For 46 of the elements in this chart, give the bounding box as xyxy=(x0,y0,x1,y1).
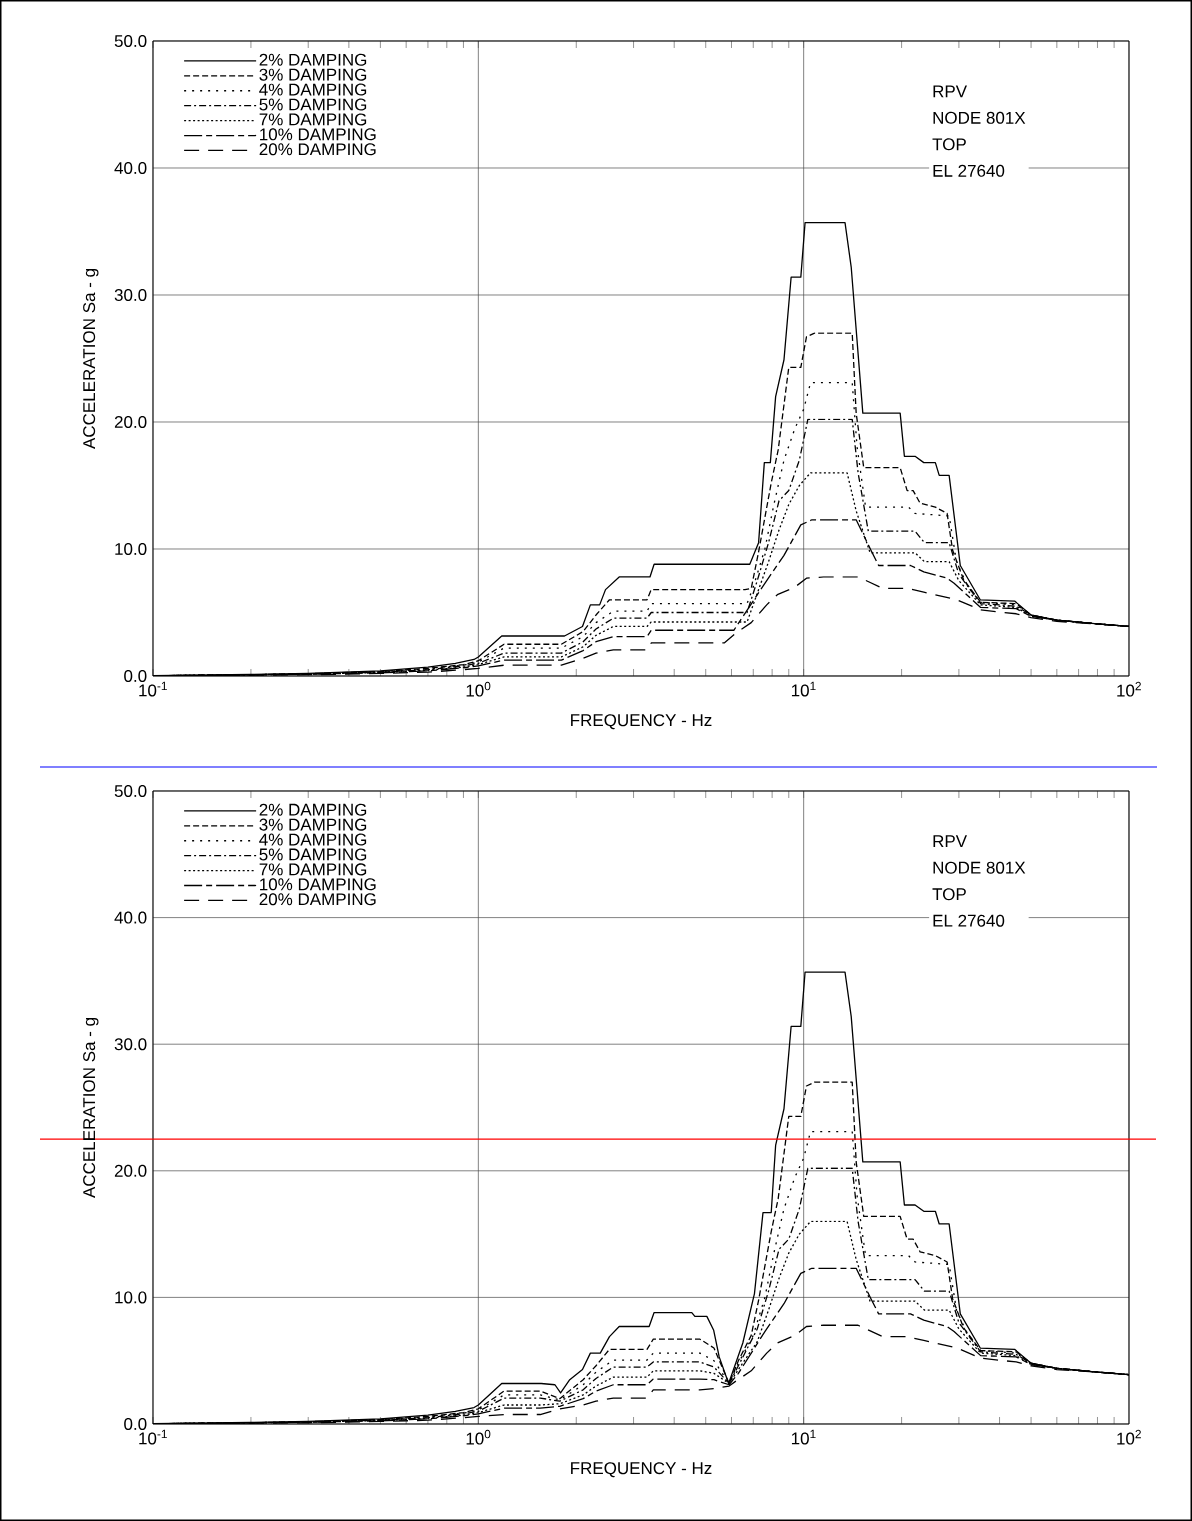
x-tick-label: 10$^{2}$ xyxy=(1117,1429,1141,1445)
annotation: TOP xyxy=(932,888,966,901)
y-tick-label: 30.0 xyxy=(114,1038,147,1051)
annotation: RPV xyxy=(933,835,967,848)
annotation: RPV xyxy=(933,85,967,98)
annotation: EL 27640 xyxy=(933,914,1005,927)
annotation: NODE 801X xyxy=(933,861,1026,874)
y-axis-title: ACCELERATION Sa - g xyxy=(83,1018,99,1198)
legend-label: 10% DAMPING xyxy=(260,128,376,141)
legend-label: 2% DAMPING xyxy=(259,803,367,816)
annotation: NODE 801X xyxy=(933,111,1026,124)
y-tick-label: 50.0 xyxy=(114,34,147,48)
legend-label: 7% DAMPING xyxy=(259,113,367,126)
y-tick-label: 30.0 xyxy=(114,288,147,302)
annotation: EL 27640 xyxy=(933,164,1005,177)
legend-label: 10% DAMPING xyxy=(260,878,376,891)
legend-label: 5% DAMPING xyxy=(259,98,367,111)
x-tick-label: 10$^{1}$ xyxy=(791,1429,816,1445)
x-tick-label: 10$^{-1}$ xyxy=(139,681,167,697)
x-tick-label: 10$^{0}$ xyxy=(466,1429,491,1445)
y-tick-label: 40.0 xyxy=(114,911,147,924)
x-axis-title: FREQUENCY - Hz xyxy=(571,1462,712,1478)
legend-label: 20% DAMPING xyxy=(259,143,376,156)
y-tick-label: 10.0 xyxy=(115,1291,147,1304)
legend-label: 2% DAMPING xyxy=(259,53,367,66)
legend-label: 5% DAMPING xyxy=(259,848,367,861)
y-tick-label: 0.0 xyxy=(124,669,147,683)
x-tick-label: 10$^{-1}$ xyxy=(139,1429,167,1445)
legend-label: 20% DAMPING xyxy=(259,893,376,906)
legend-label: 7% DAMPING xyxy=(259,863,367,876)
y-axis-title: ACCELERATION Sa - g xyxy=(83,269,99,449)
legend-label: 4% DAMPING xyxy=(259,833,367,846)
x-tick-label: 10$^{0}$ xyxy=(466,681,491,697)
x-tick-label: 10$^{1}$ xyxy=(791,681,816,697)
y-tick-label: 50.0 xyxy=(114,784,147,798)
x-axis-title: FREQUENCY - Hz xyxy=(571,714,712,730)
legend-label: 3% DAMPING xyxy=(259,68,367,81)
annotation: TOP xyxy=(932,138,966,151)
y-tick-label: 20.0 xyxy=(114,415,147,429)
y-tick-label: 40.0 xyxy=(114,161,147,175)
legend-label: 3% DAMPING xyxy=(259,818,367,831)
y-tick-label: 0.0 xyxy=(124,1417,147,1431)
legend-label: 4% DAMPING xyxy=(259,83,367,96)
y-tick-label: 10.0 xyxy=(115,542,147,556)
y-tick-label: 20.0 xyxy=(114,1164,147,1177)
x-tick-label: 10$^{2}$ xyxy=(1117,681,1141,697)
